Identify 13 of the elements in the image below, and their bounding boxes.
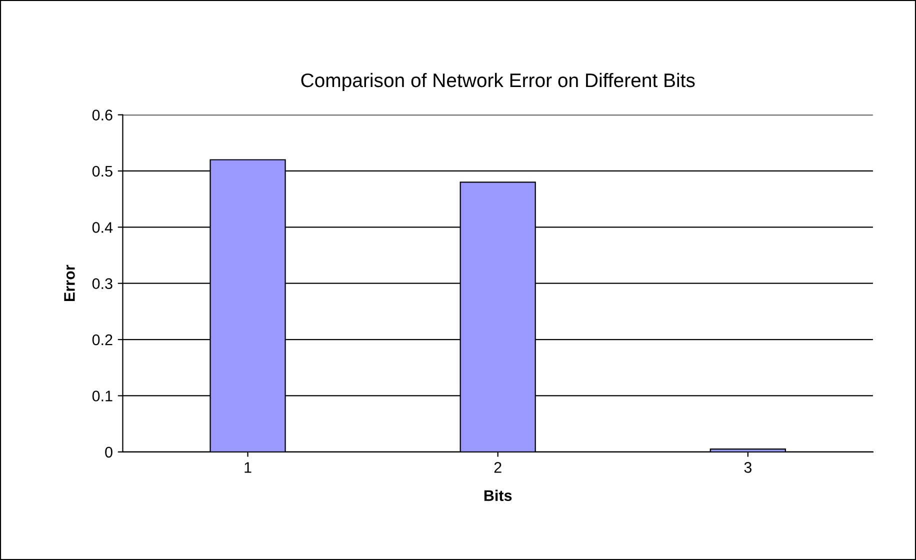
- y-axis-title: Error: [64, 264, 75, 302]
- y-tick-label: 0.5: [92, 166, 112, 177]
- x-tick-label: 1: [244, 462, 252, 473]
- y-tick-label: 0.3: [92, 278, 112, 290]
- y-tick-label: 0.2: [92, 334, 112, 346]
- y-tick-label: 0.1: [92, 390, 112, 402]
- chart-title: Comparison of Network Error on Different Bits: [301, 72, 695, 92]
- x-axis-title: Bits: [484, 490, 512, 501]
- y-tick-label: 0: [105, 446, 112, 458]
- y-tick-label: 0.4: [92, 222, 113, 233]
- x-tick-label: 2: [494, 462, 502, 473]
- y-tick-label: 0.6: [92, 110, 112, 120]
- x-tick-label: 3: [744, 462, 752, 473]
